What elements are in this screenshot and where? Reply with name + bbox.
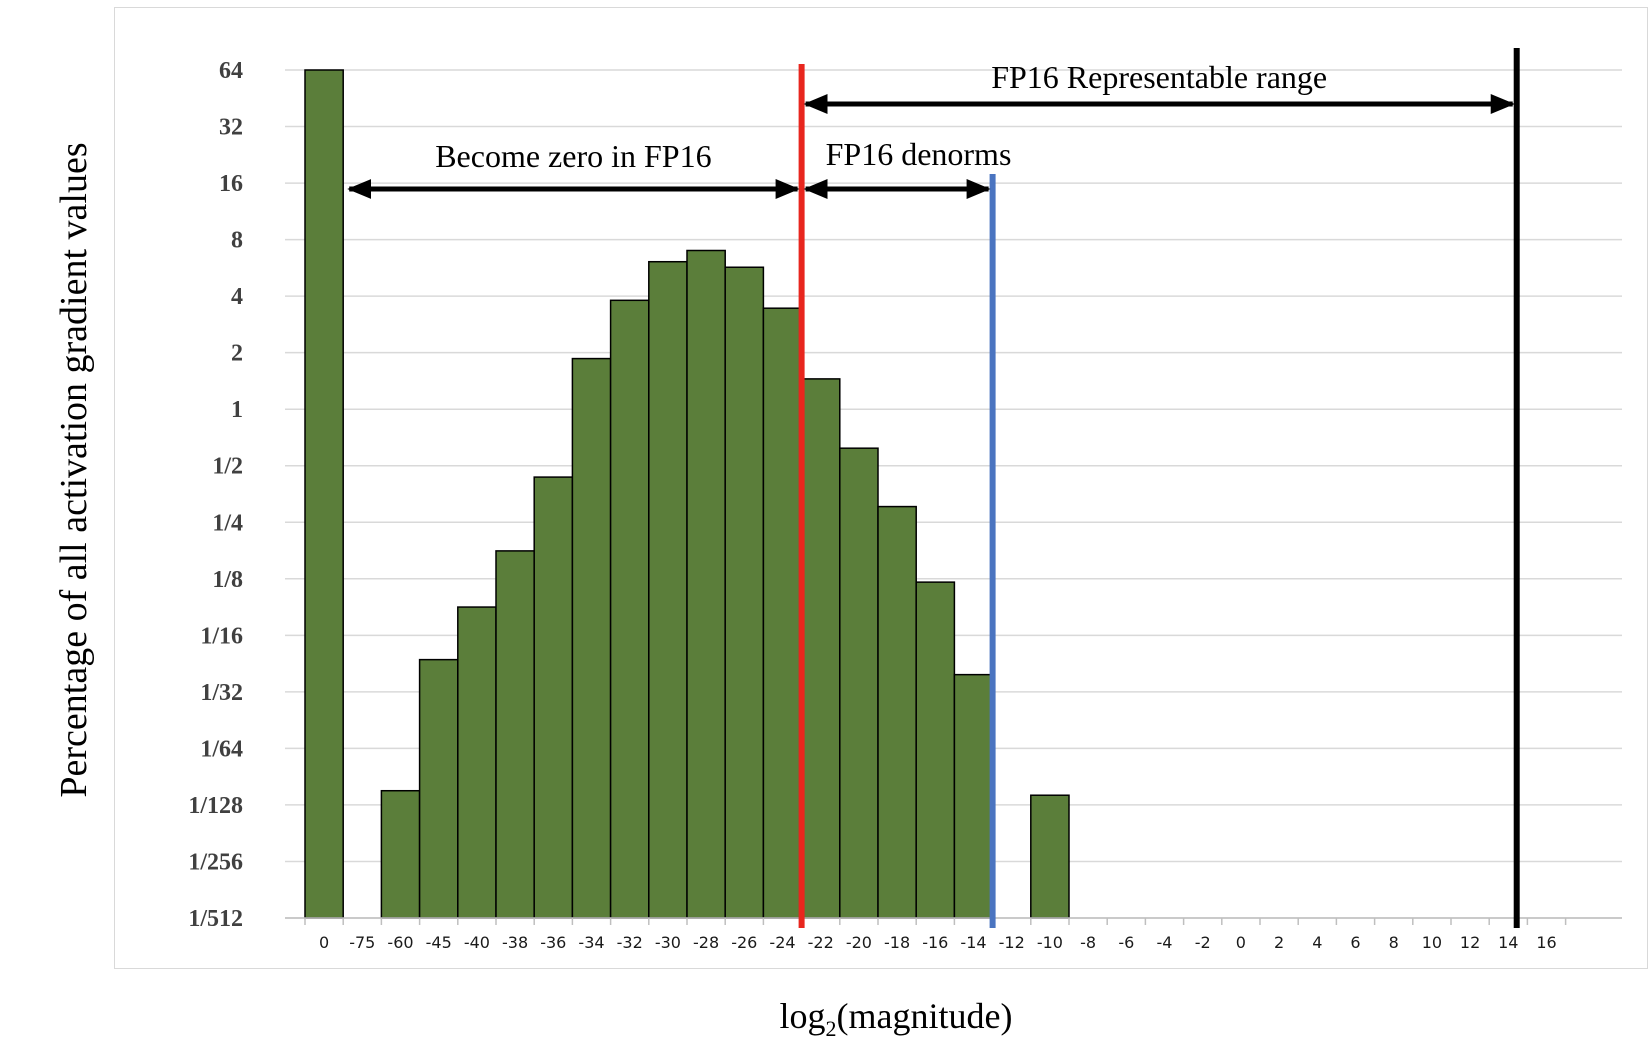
bar — [533, 476, 574, 919]
y-axis-label: Percentage of all activation gradient va… — [53, 142, 95, 797]
y-tick-label: 16 — [219, 171, 243, 197]
x-tick-label: -16 — [922, 933, 948, 952]
x-tick-label: -6 — [1118, 933, 1134, 952]
y-tick-label: 1/256 — [188, 849, 243, 875]
bar — [457, 606, 497, 919]
x-tick-label: -38 — [502, 933, 528, 952]
chart-frame — [114, 7, 1648, 969]
bar — [1030, 794, 1070, 919]
y-tick-labels: 64 32 16 8 4 2 1 1/2 1/4 1/8 1/16 1/32 1/64 1/128 1/25… — [188, 58, 243, 932]
bar — [609, 299, 650, 919]
x-tick-label: -24 — [769, 933, 795, 952]
y-tick-label: 1/4 — [212, 510, 243, 536]
bar — [953, 673, 994, 919]
y-tick-label: 1/64 — [200, 736, 243, 762]
y-tick-label: 1/128 — [188, 793, 243, 819]
x-tick-label: 10 — [1422, 933, 1442, 952]
x-tick-label: 16 — [1536, 933, 1556, 952]
y-tick-label: 1/2 — [212, 454, 243, 480]
x-tick-label: -30 — [655, 933, 681, 952]
reference-lines — [798, 48, 1520, 928]
x-tick-label: 2 — [1274, 933, 1284, 952]
x-tick-label: -4 — [1157, 933, 1173, 952]
annotations: FP16 Representable range Become zero in F… — [347, 59, 1515, 199]
y-tick-label: 64 — [219, 58, 243, 84]
x-tick-label: -14 — [960, 933, 986, 952]
x-tick-label: -26 — [731, 933, 757, 952]
y-tick-label: 2 — [231, 341, 243, 367]
bar — [495, 550, 535, 919]
annotation-label: Become zero in FP16 — [435, 138, 711, 174]
x-tick-label: -40 — [464, 933, 490, 952]
y-tick-label: 1/16 — [200, 623, 243, 649]
x-tick-label: 4 — [1312, 933, 1322, 952]
bar — [762, 307, 803, 919]
bars — [304, 69, 1070, 919]
y-tick-label: 1 — [231, 397, 243, 423]
x-tick-label: -36 — [540, 933, 566, 952]
annotation-label: FP16 Representable range — [991, 59, 1327, 95]
x-tick-labels: 0 -75 -60 -45 -40 -38 -36 -34 -32 -30 -28 -26 -24 -22… — [319, 933, 1557, 952]
bar — [724, 266, 765, 919]
y-tick-label: 8 — [231, 228, 243, 254]
x-axis-label-subscript: 2 — [826, 1016, 837, 1041]
bar — [839, 447, 879, 919]
bar — [571, 357, 612, 919]
bar — [877, 505, 917, 919]
x-tick-label: 0 — [1236, 933, 1246, 952]
bar — [686, 249, 726, 919]
bar — [800, 378, 841, 919]
x-axis-label-base: log — [780, 996, 826, 1036]
y-tick-label: 4 — [231, 284, 243, 310]
bar — [915, 581, 956, 919]
x-tick-label: -45 — [426, 933, 452, 952]
x-tick-label: 6 — [1350, 933, 1360, 952]
x-tick-label: -8 — [1080, 933, 1096, 952]
x-tick-label: -32 — [617, 933, 643, 952]
bar — [648, 260, 688, 919]
y-tick-label: 1/8 — [212, 567, 243, 593]
x-tick-label: -20 — [846, 933, 872, 952]
x-tick-label: -60 — [387, 933, 413, 952]
annotation-label: FP16 denorms — [826, 136, 1012, 172]
bar — [304, 69, 344, 919]
x-axis — [285, 917, 1622, 925]
x-tick-label: 14 — [1498, 933, 1518, 952]
bar — [418, 658, 459, 919]
x-tick-label: -28 — [693, 933, 719, 952]
bar — [380, 789, 421, 919]
x-tick-label: 0 — [319, 933, 329, 952]
x-tick-label: -18 — [884, 933, 910, 952]
x-tick-label: 12 — [1460, 933, 1480, 952]
x-tick-label: -75 — [349, 933, 375, 952]
x-tick-label: 8 — [1389, 933, 1399, 952]
y-tick-label: 32 — [219, 115, 243, 141]
x-axis-label-rest: (magnitude) — [837, 996, 1013, 1036]
x-tick-label: -12 — [999, 933, 1025, 952]
x-tick-label: -10 — [1037, 933, 1063, 952]
x-tick-label: -22 — [808, 933, 834, 952]
x-tick-label: -34 — [578, 933, 604, 952]
y-tick-label: 1/32 — [200, 680, 243, 706]
x-axis-label: log2(magnitude) — [780, 996, 1013, 1041]
y-tick-label: 1/512 — [188, 906, 243, 932]
x-tick-label: -2 — [1195, 933, 1211, 952]
